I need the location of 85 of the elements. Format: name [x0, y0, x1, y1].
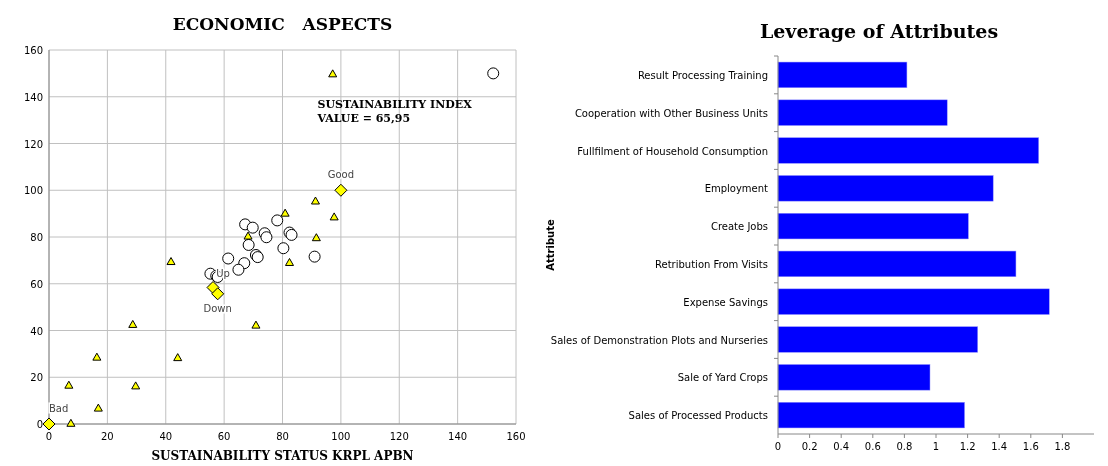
point — [242, 238, 255, 251]
point — [211, 287, 225, 301]
point — [93, 403, 103, 412]
y-axis-title: Attribute — [545, 219, 556, 271]
x-tick-label: 0 — [774, 441, 782, 452]
bar — [777, 402, 965, 429]
x-tick-label: 160 — [506, 431, 526, 442]
y-tick-label: 120 — [23, 138, 43, 150]
y-tick-label: Retribution From Visits — [655, 258, 768, 270]
bar — [777, 61, 908, 88]
bar — [777, 99, 948, 126]
point — [311, 233, 321, 242]
point — [251, 320, 261, 329]
x-tick-label: 1.2 — [959, 441, 976, 452]
point — [246, 221, 259, 234]
x-tick-label: 0.2 — [801, 441, 818, 452]
point — [222, 252, 235, 265]
chart-title: ECONOMIC ASPECTS — [172, 14, 393, 34]
point — [42, 417, 56, 431]
y-tick-label: 60 — [30, 278, 43, 290]
point — [92, 352, 102, 361]
annotation: Bad — [49, 403, 69, 414]
x-tick-label: 140 — [448, 431, 468, 442]
annotation: Good — [327, 169, 355, 181]
y-tick-label: Cooperation with Other Business Units — [574, 107, 768, 119]
point — [334, 183, 348, 197]
y-tick-label: 100 — [23, 185, 43, 197]
point — [260, 231, 273, 244]
point — [173, 353, 183, 362]
x-tick-label: 1 — [932, 441, 940, 452]
y-tick-label: Sales of Demonstration Plots and Nurseries — [550, 334, 768, 346]
x-tick-label: 100 — [331, 431, 351, 442]
x-tick-label: 1.6 — [1022, 441, 1039, 452]
point — [206, 280, 220, 294]
bar — [777, 288, 1050, 315]
x-tick-label: 0.8 — [896, 441, 913, 452]
point — [232, 263, 245, 276]
x-tick-label: 80 — [276, 431, 289, 442]
point — [329, 212, 339, 221]
y-tick-label: Result Processing Training — [637, 69, 768, 81]
bar — [777, 175, 994, 202]
point — [66, 418, 76, 427]
y-tick-label: Fullfilment of Household Consumption — [577, 145, 768, 157]
y-tick-label: Sales of Processed Products — [628, 410, 768, 422]
point — [243, 231, 253, 240]
x-tick-label: 1.4 — [991, 441, 1008, 452]
annotation: SUSTAINABILITY INDEX VALUE = 65,95 — [316, 98, 473, 126]
x-axis-title: SUSTAINABILITY STATUS KRPL APBN — [151, 449, 414, 463]
x-tick-label: 0.6 — [864, 441, 881, 452]
y-tick-label: 140 — [23, 91, 43, 103]
y-tick-label: Employment — [704, 183, 769, 195]
point — [277, 242, 290, 255]
point — [310, 196, 320, 205]
y-tick-label: 160 — [23, 45, 43, 56]
bar — [777, 326, 978, 353]
point — [280, 208, 290, 217]
x-tick-label: 0 — [45, 431, 53, 442]
bar — [777, 364, 931, 391]
annotation: Down — [203, 302, 232, 314]
y-tick-label: Sale of Yard Crops — [677, 372, 768, 384]
y-tick-label: Expense Savings — [683, 296, 768, 308]
bar — [777, 250, 1017, 277]
bar — [777, 137, 1039, 164]
x-tick-label: 0.4 — [833, 441, 850, 452]
y-tick-label: 0 — [36, 419, 43, 430]
y-tick-label: 20 — [30, 372, 43, 384]
y-tick-label: 80 — [30, 232, 43, 243]
bar — [777, 213, 969, 240]
chart-title: Leverage of Attributes — [759, 20, 999, 42]
point — [131, 381, 141, 390]
x-tick-label: 120 — [389, 431, 409, 442]
x-tick-label: 20 — [101, 431, 114, 442]
y-tick-label: 40 — [30, 325, 43, 337]
point — [328, 69, 338, 78]
point — [128, 319, 138, 328]
point — [308, 250, 321, 263]
point — [64, 380, 74, 389]
y-tick-label: Create Jobs — [710, 221, 768, 233]
point — [487, 67, 500, 80]
point — [271, 214, 284, 227]
x-tick-label: 60 — [217, 431, 231, 442]
point — [166, 257, 176, 266]
point — [285, 257, 295, 266]
x-tick-label: 1.8 — [1054, 441, 1071, 452]
x-tick-label: 40 — [159, 431, 173, 442]
